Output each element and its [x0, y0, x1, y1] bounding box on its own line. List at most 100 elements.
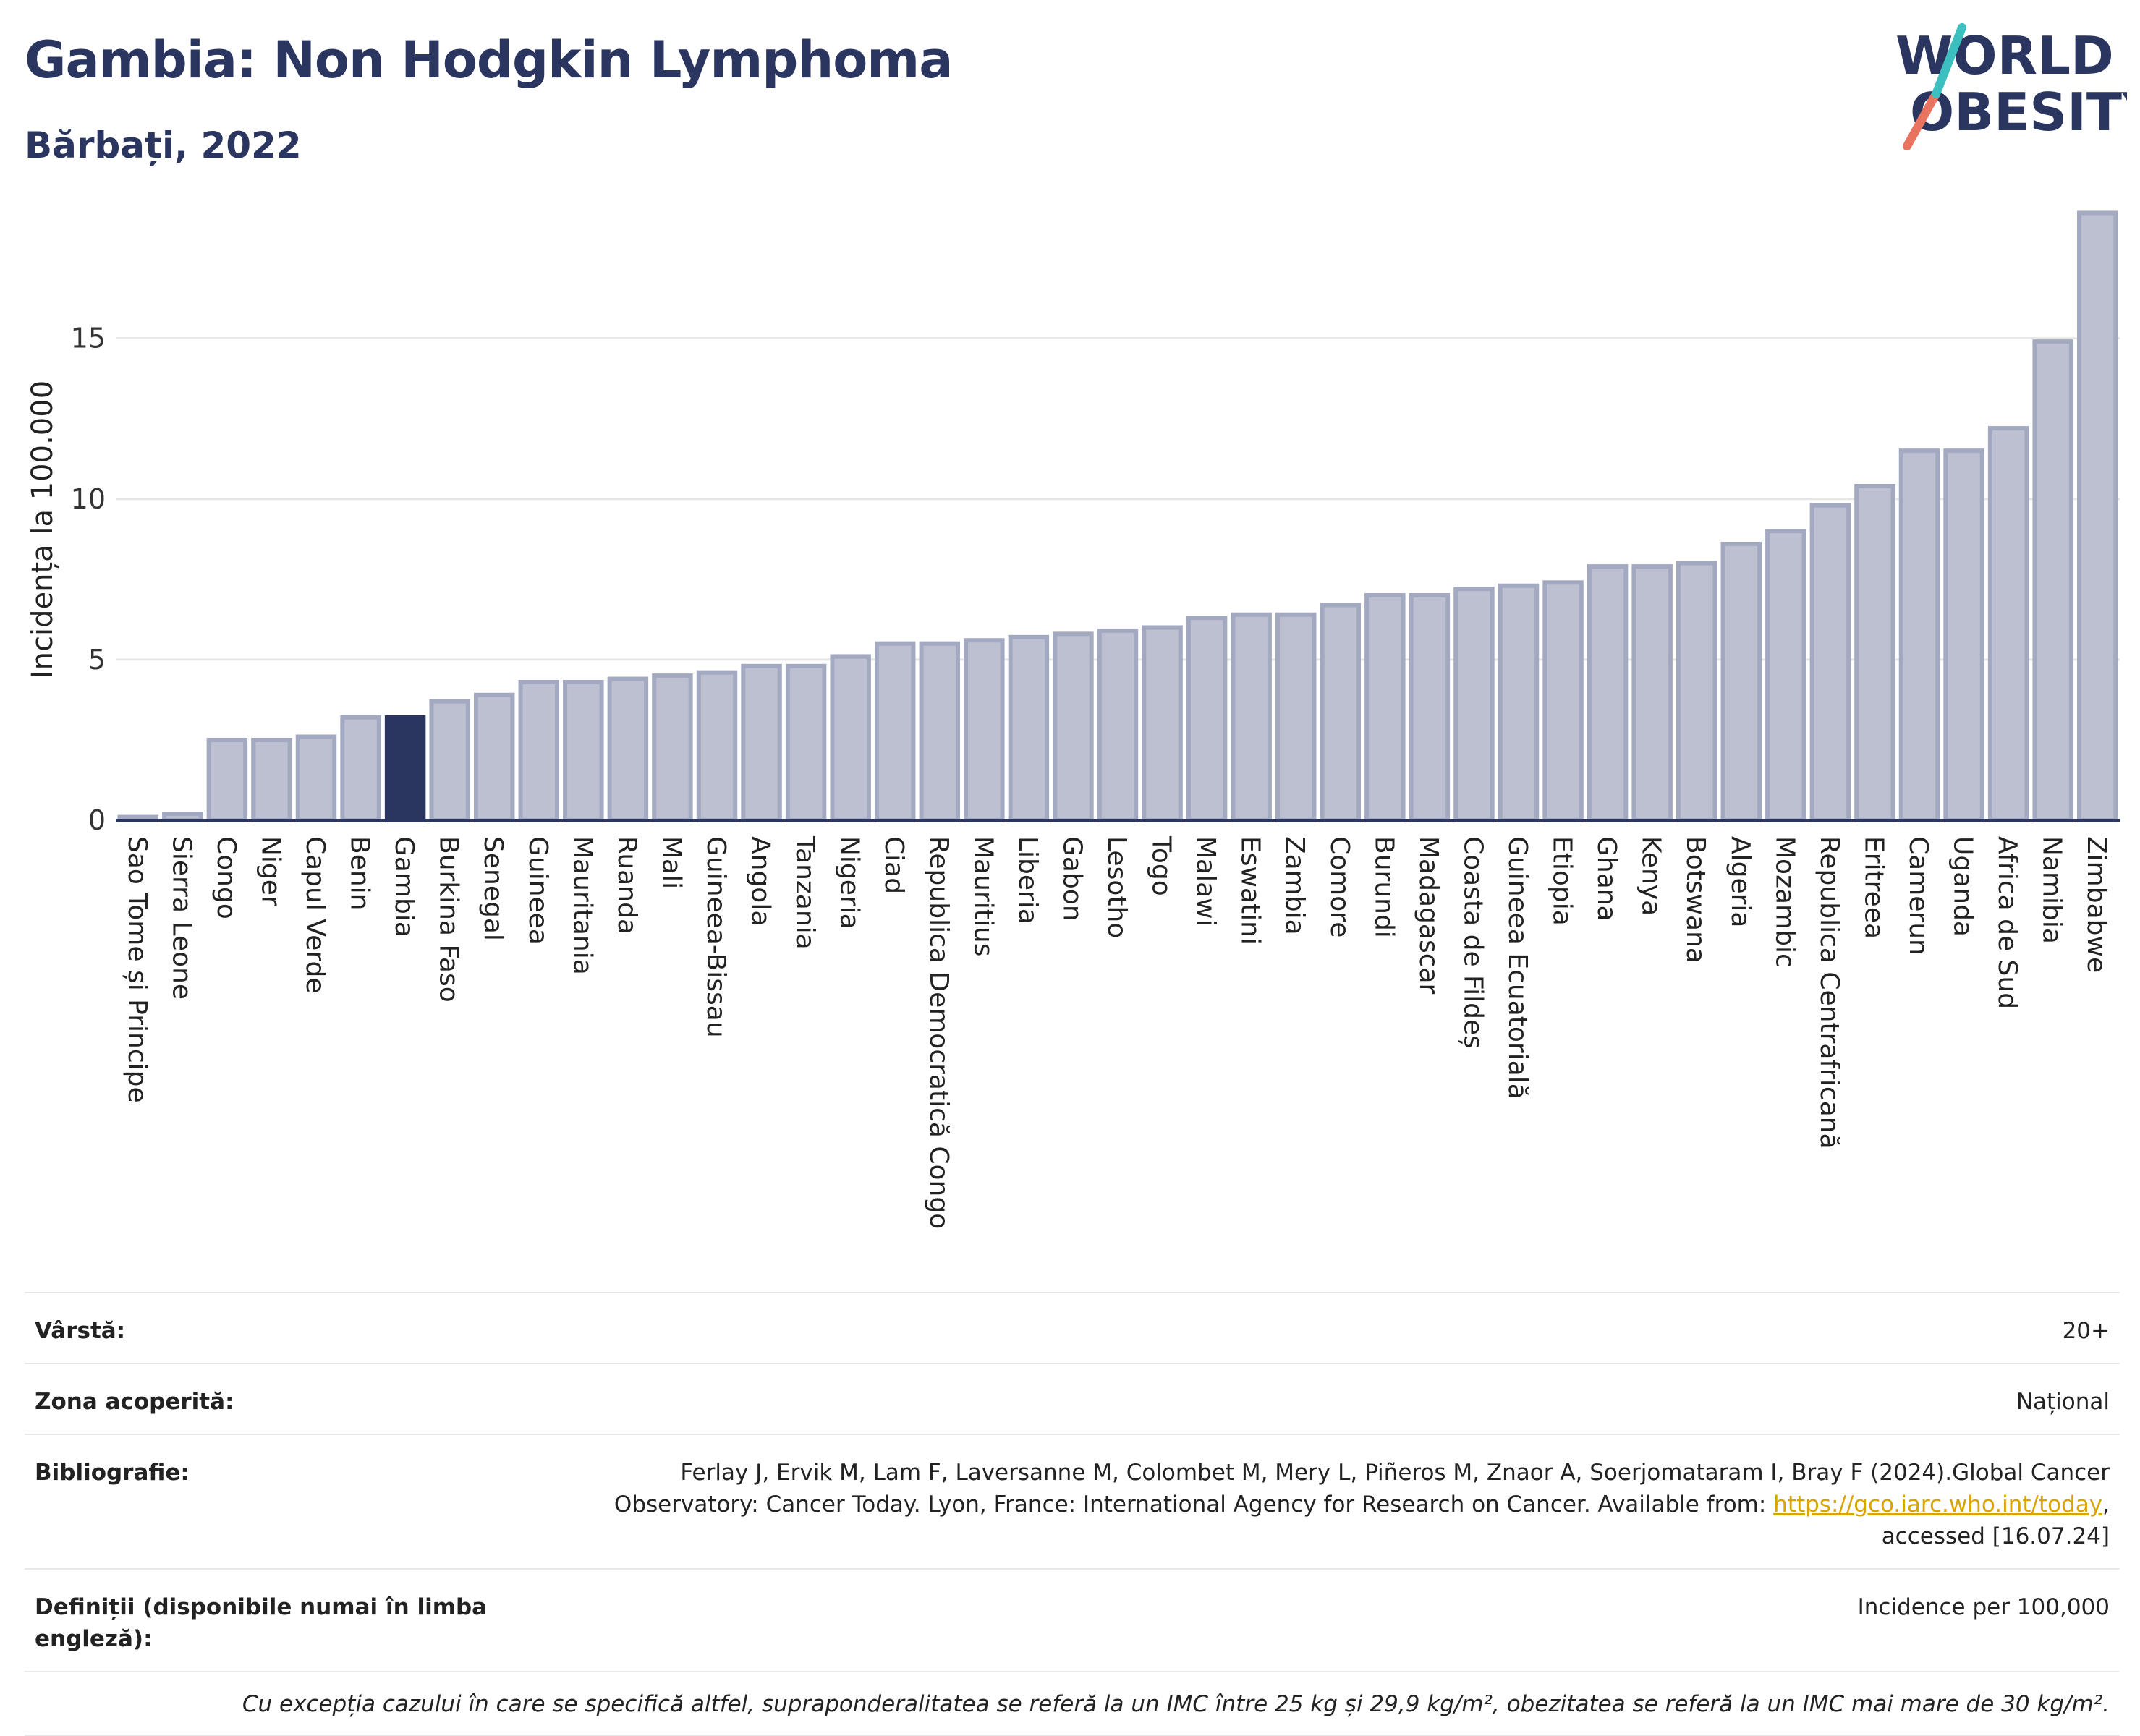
x-tick-label: Mali [656, 836, 686, 889]
x-tick-label: Zambia [1280, 836, 1309, 935]
info-row-definitions: Definiții (disponibile numai în limba en… [25, 1570, 2120, 1672]
chart-subtitle: Bărbați, 2022 [25, 124, 302, 166]
bar-ghana [1587, 564, 1629, 822]
info-table: Vârstă: 20+ Zona acoperită: Național Bib… [25, 1292, 2120, 1736]
y-tick-label: 0 [88, 804, 106, 836]
bar-angola [741, 663, 782, 822]
x-tick-label: Namibia [2037, 836, 2067, 944]
x-tick-label: Gambia [389, 836, 419, 937]
bar-lesotho [1097, 628, 1139, 822]
x-tick-label: Malawi [1191, 836, 1220, 927]
bar-guineea-ecuatorial- [1498, 583, 1540, 822]
y-tick-label: 5 [88, 644, 106, 676]
x-tick-label: Botswana [1681, 836, 1710, 963]
logo-slash-teal [1932, 23, 1966, 98]
bar-botswana [1676, 561, 1717, 822]
x-tick-label: Nigeria [835, 836, 865, 929]
bar-congo [206, 737, 248, 823]
age-label: Vârstă: [35, 1318, 126, 1344]
x-tick-label: Zimbabwe [2081, 836, 2111, 973]
x-tick-label: Guineea [523, 836, 553, 945]
x-tick-label: Guineea Ecuatorială [1503, 836, 1532, 1099]
y-tick-label: 15 [71, 323, 106, 354]
x-tick-label: Camerun [1903, 836, 1933, 956]
logo-slash-coral [1903, 90, 1940, 150]
bar-coasta-de-filde- [1453, 587, 1495, 822]
x-tick-label: Algeria [1725, 836, 1755, 928]
x-tick-label: Senegal [478, 836, 508, 941]
bar-republica-democratic-congo [919, 641, 961, 822]
x-tick-label: Republica Centrafricană [1814, 836, 1844, 1149]
bar-togo [1142, 625, 1183, 822]
bar-zimbabwe [2076, 210, 2118, 823]
bar-republica-centrafrican- [1809, 503, 1851, 822]
x-category-labels: Sao Tome și Principe Sierra Leone Congo Nig… [122, 835, 2111, 1229]
x-tick-label: Tanzania [790, 835, 820, 950]
bars [117, 210, 2118, 823]
x-tick-label: Sierra Leone [166, 836, 196, 1000]
x-tick-label: Guineea-Bissau [701, 836, 731, 1038]
bar-gabon [1053, 631, 1094, 823]
bar-zambia [1275, 612, 1317, 822]
age-value: 20+ [2062, 1318, 2110, 1344]
bibliography-text: Ferlay J, Ervik M, Lam F, Laversanne M, … [613, 1460, 2110, 1518]
y-tick-labels: 0 5 10 15 [71, 323, 106, 836]
bar-kenya [1631, 564, 1673, 822]
x-tick-label: Mozambic [1770, 836, 1799, 968]
x-tick-label: Togo [1147, 835, 1176, 896]
bibliography-label: Bibliografie: [35, 1460, 190, 1486]
bar-guineea-bissau [696, 670, 738, 822]
x-tick-label: Africa de Sud [1992, 836, 2022, 1009]
definitions-label: Definiții (disponibile numai în limba en… [35, 1594, 488, 1652]
area-value: Național [2016, 1389, 2110, 1415]
bar-mali [652, 673, 693, 823]
x-tick-label: Ciad [879, 836, 909, 894]
y-axis-title: Incidența la 100.000 [26, 380, 59, 678]
bar-ciad [874, 641, 916, 822]
x-tick-label: Burundi [1369, 836, 1398, 938]
bar-eritreea [1854, 484, 1895, 822]
x-tick-label: Madagascar [1414, 836, 1443, 995]
x-tick-label: Liberia [1013, 836, 1043, 924]
x-tick-label: Etiopia [1547, 836, 1577, 926]
bar-gambia [384, 715, 426, 823]
bar-mauritius [964, 638, 1005, 823]
bar-burkina-faso [429, 699, 470, 822]
x-tick-label: Comore [1325, 836, 1354, 937]
bar-tanzania [785, 663, 827, 822]
x-tick-label: Uganda [1948, 836, 1978, 937]
bar-ruanda [607, 676, 649, 822]
x-tick-label: Burkina Faso [434, 836, 464, 1003]
world-obesity-logo: WORLD OBESITY [1895, 23, 2127, 150]
bar-chart: 0 5 10 15 Sao Tome și Principe Sierra Leone C… [26, 210, 2120, 1229]
x-tick-label: Eswatini [1236, 836, 1265, 945]
bar-namibia [2032, 339, 2073, 822]
bibliography-value: Ferlay J, Ervik M, Lam F, Laversanne M, … [554, 1457, 2110, 1552]
x-tick-label: Sao Tome și Principe [122, 836, 152, 1103]
logo-line-2: OBESITY [1910, 82, 2127, 142]
bibliography-link[interactable]: https://gco.iarc.who.int/today [1773, 1492, 2103, 1518]
info-row-area: Zona acoperită: Național [25, 1364, 2120, 1435]
bar-senegal [473, 692, 515, 822]
bar-madagascar [1409, 593, 1451, 822]
bar-malawi [1186, 616, 1228, 822]
bar-capul-verde [295, 734, 337, 822]
logo-line-1: WORLD [1895, 25, 2114, 86]
footnote: Cu excepția cazului în care se specifică… [25, 1672, 2120, 1736]
x-tick-label: Benin [345, 836, 375, 910]
bar-africa-de-sud [1987, 426, 2029, 822]
bar-mozambic [1765, 529, 1806, 822]
bar-nigeria [830, 654, 871, 822]
bar-comore [1320, 603, 1362, 823]
bar-eswatini [1231, 612, 1272, 822]
bar-camerun [1898, 448, 1940, 822]
x-tick-label: Eritreea [1859, 836, 1888, 939]
bar-niger [251, 737, 292, 823]
x-tick-label: Congo [211, 836, 241, 919]
bibliography-tail: , accessed [16.07.24] [1881, 1492, 2110, 1549]
bar-mauritania [563, 679, 604, 823]
bar-uganda [1943, 448, 1984, 822]
bar-benin [340, 715, 381, 823]
bar-guineea [518, 679, 560, 823]
info-row-bibliography: Bibliografie: Ferlay J, Ervik M, Lam F, … [25, 1435, 2120, 1570]
